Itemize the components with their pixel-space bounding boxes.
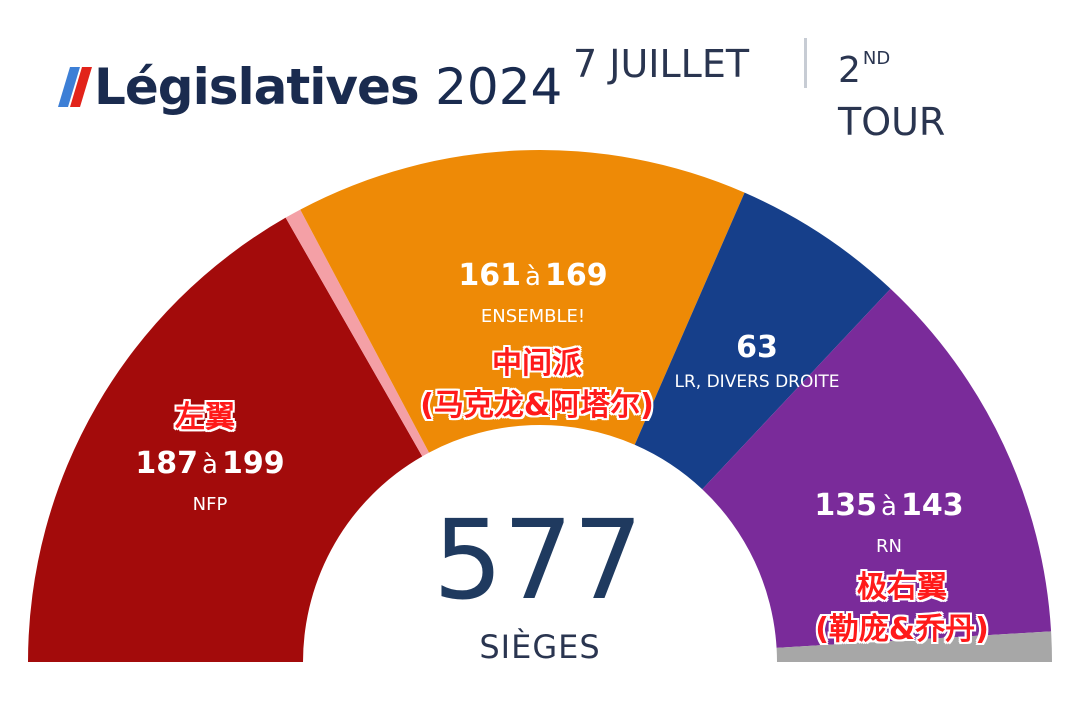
ensemble-label: ENSEMBLE! [480, 306, 586, 327]
nfp-seat-range: 187 à 199 [135, 446, 285, 481]
segment-nfp [28, 217, 423, 662]
election-date: 7 JUILLET [573, 42, 750, 86]
logo-year: 2024 [435, 58, 563, 116]
segment-remainder [776, 631, 1052, 662]
round-number: 2 ND [838, 48, 891, 91]
round-word: TOUR [838, 100, 946, 144]
annotation-far-right-leaders: (勒庞&乔丹) [815, 612, 989, 647]
lr-label: LR, DIVERS DROITE [674, 372, 840, 392]
logo-slash-icon [58, 67, 92, 107]
logo-text: Législatives [94, 58, 420, 116]
logo: Législatives 2024 [58, 58, 562, 116]
annotation-left-wing: 左翼 [175, 400, 235, 435]
rn-label: RN [876, 536, 902, 557]
segment-rn [702, 288, 1052, 648]
nfp-label: NFP [192, 494, 228, 515]
annotation-centrist-leaders: (马克龙&阿塔尔) [420, 388, 654, 423]
total-seats: 577 [433, 496, 643, 624]
annotation-far-right: 极右翼 [857, 570, 947, 605]
header-divider [804, 38, 807, 88]
segment-divers-gauche [285, 209, 430, 457]
annotation-centrist: 中间派 [492, 346, 582, 381]
rn-seat-range: 135 à 143 [814, 488, 964, 523]
seats-label: SIÈGES [479, 628, 601, 666]
ensemble-seat-range: 161 à 169 [458, 258, 608, 293]
segment-lr [634, 192, 891, 490]
lr-seat-count: 63 [736, 330, 778, 365]
segment-ensemble [300, 150, 745, 453]
